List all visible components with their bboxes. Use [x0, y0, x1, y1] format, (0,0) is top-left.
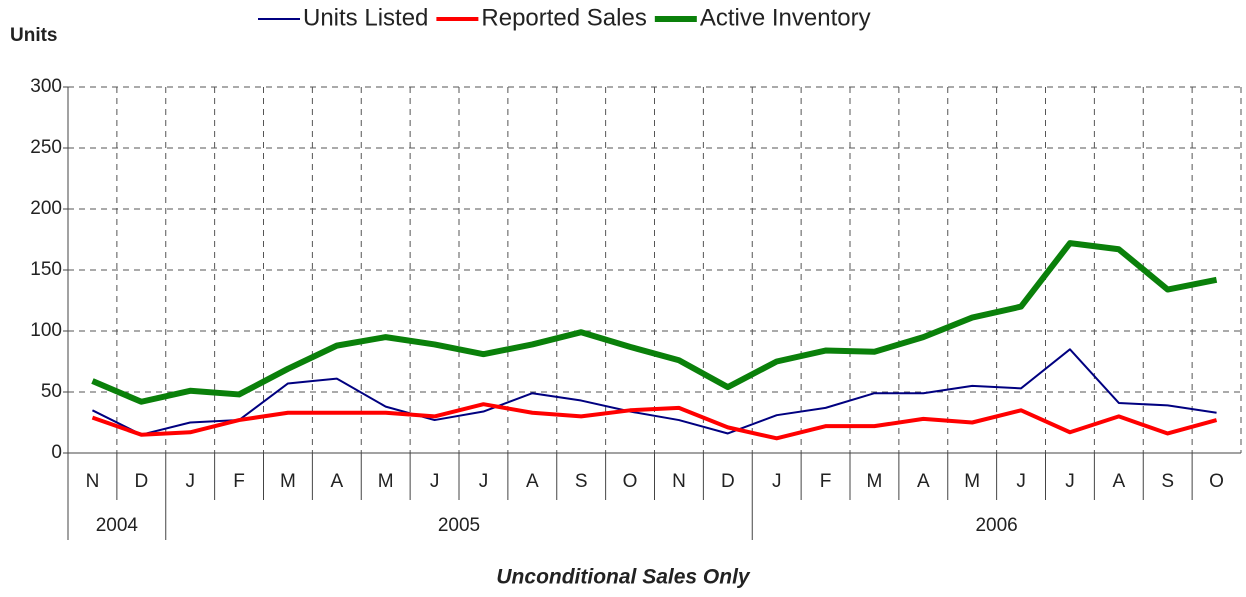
x-tick-label: O [1209, 471, 1224, 492]
y-tick-label: 0 [51, 442, 62, 463]
x-group-label: 2006 [975, 515, 1017, 536]
x-tick-label: N [86, 471, 100, 492]
x-tick-label: D [721, 471, 735, 492]
x-tick-label: J [185, 471, 195, 492]
y-axis-label: Units [10, 25, 58, 46]
x-tick-label: J [430, 471, 440, 492]
x-tick-label: J [1065, 471, 1075, 492]
x-tick-label: M [378, 471, 394, 492]
series-line [91, 240, 1218, 405]
x-tick-label: M [964, 471, 980, 492]
x-tick-label: S [575, 471, 588, 492]
x-tick-label: O [623, 471, 638, 492]
x-tick-label: N [672, 471, 686, 492]
legend-label: Active Inventory [700, 4, 871, 31]
series-line [91, 402, 1218, 441]
y-tick-label: 300 [30, 76, 62, 97]
y-tick-label: 100 [30, 320, 62, 341]
x-tick-label: J [1016, 471, 1026, 492]
x-tick-label: A [526, 471, 539, 492]
x-tick-label: M [280, 471, 296, 492]
legend-label: Reported Sales [481, 4, 646, 31]
y-tick-label: 150 [30, 259, 62, 280]
y-tick-label: 50 [41, 381, 62, 402]
series-line [91, 348, 1217, 436]
footnote: Unconditional Sales Only [496, 566, 751, 589]
x-tick-label: J [479, 471, 489, 492]
legend-label: Units Listed [303, 4, 428, 31]
x-tick-label: A [1112, 471, 1125, 492]
x-tick-label: A [917, 471, 930, 492]
y-tick-label: 250 [30, 137, 62, 158]
x-tick-label: D [134, 471, 148, 492]
x-tick-label: S [1161, 471, 1174, 492]
x-tick-label: F [233, 471, 245, 492]
x-tick-label: M [867, 471, 883, 492]
x-tick-label: F [820, 471, 832, 492]
y-tick-label: 200 [30, 198, 62, 219]
x-tick-label: J [772, 471, 782, 492]
x-tick-label: A [330, 471, 343, 492]
x-group-label: 2005 [438, 515, 480, 536]
x-group-label: 2004 [96, 515, 139, 536]
